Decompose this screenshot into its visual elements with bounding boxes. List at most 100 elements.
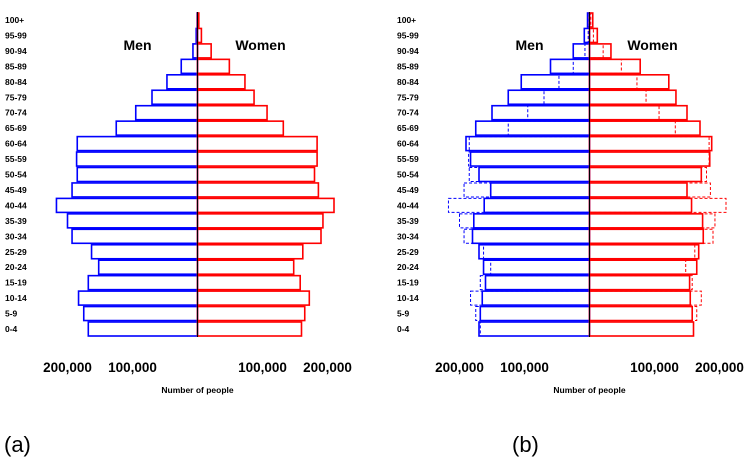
age-tick-label: 80-84 [5,77,27,87]
men-bar-75-79 [151,89,199,106]
x-axis-title: Number of people [553,385,626,395]
men-baseline-bar-15-19 [479,275,590,291]
age-tick-label: 5-9 [397,309,410,319]
men-bar-35-39 [66,213,199,229]
men-baseline-bar-55-59 [468,151,591,167]
women-bar-35-39 [196,213,324,229]
men-baseline-bar-60-64 [468,136,590,152]
women-bar-70-74 [196,104,268,121]
age-tick-label: 30-34 [5,231,27,241]
age-tick-label: 70-74 [5,108,27,118]
women-baseline-bar-60-64 [589,136,710,152]
men-baseline-bar-50-54 [468,167,590,182]
men-bar-55-59 [75,151,199,167]
men-label: Men [124,37,152,53]
men-baseline-bar-30-34 [463,228,590,244]
x-tick-label: 200,000 [695,360,744,375]
women-baseline-bar-80-84 [589,74,638,90]
men-bar-30-34 [471,228,591,245]
men-bar-65-69 [474,120,591,136]
age-tick-label: 10-14 [397,293,419,303]
age-tick-label: 100+ [397,15,416,25]
age-tick-label: 65-69 [397,123,419,133]
age-tick-label: 20-24 [397,262,419,272]
x-tick-label: 100,000 [238,360,287,375]
women-bar-45-49 [588,182,688,198]
age-tick-label: 45-49 [5,185,27,195]
men-bar-80-84 [166,74,199,90]
age-tick-label: 5-9 [5,309,18,319]
age-tick-label: 0-4 [397,324,410,334]
women-label: Women [235,37,285,53]
men-bar-10-14 [481,290,591,306]
women-bar-15-19 [588,274,691,291]
age-tick-label: 85-89 [5,61,27,71]
age-tick-label: 60-64 [5,139,27,149]
x-axis-title: Number of people [161,385,234,395]
age-tick-label: 15-19 [5,278,27,288]
women-baseline-bar-90-94 [589,43,604,59]
women-bar-5-9 [196,305,306,322]
men-bar-80-84 [520,74,591,90]
men-bar-5-9 [82,305,199,322]
women-bar-95-99 [196,27,203,44]
women-series [196,12,335,337]
age-tick-label: 90-94 [397,46,419,56]
age-tick-label: 40-44 [397,200,419,210]
men-bar-60-64 [465,135,591,152]
age-tick-label: 55-59 [397,154,419,164]
age-tick-label: 35-39 [5,216,27,226]
men-bar-85-89 [180,58,199,75]
men-bar-40-44 [55,197,199,214]
women-bar-0-4 [588,321,695,337]
men-baseline-bar-0-4 [479,321,590,337]
women-bar-80-84 [588,74,670,90]
women-baseline-bar-95-99 [589,27,594,43]
men-baseline-bar-25-29 [483,244,590,260]
men-baseline-bar-65-69 [507,120,590,136]
men-bar-30-34 [71,228,199,245]
x-tick-label: 200,000 [43,360,92,375]
men-bar-90-94 [572,43,591,59]
women-baseline-bar-45-49 [589,182,711,198]
women-bar-65-69 [196,120,285,136]
x-tick-label: 200,000 [303,360,352,375]
women-bar-60-64 [588,135,713,152]
women-label: Women [627,37,677,53]
age-tick-label: 40-44 [5,200,27,210]
population-pyramid-panel-1: 0-4 5-9 10-14 15-19 20-24 25-29 30-34 35-39 40-4… [4,12,352,457]
age-tick-label: 90-94 [5,46,27,56]
women-bar-85-89 [588,58,642,75]
women-baseline-bar-65-69 [589,120,676,136]
women-baseline-bar-20-24 [589,259,687,275]
age-tick-label: 25-29 [397,247,419,257]
age-tick-label: 50-54 [397,170,419,180]
men-baseline-bar-5-9 [475,306,590,322]
men-baseline-bar-95-99 [587,27,591,43]
women-baseline-bar-0-4 [589,321,694,337]
men-bar-20-24 [482,259,591,276]
women-bar-90-94 [196,43,212,59]
women-bar-55-59 [588,151,711,167]
women-baseline-bar-5-9 [589,306,698,322]
age-tick-label: 30-34 [397,231,419,241]
men-bar-15-19 [87,274,199,291]
women-bar-25-29 [196,243,304,260]
men-bar-50-54 [76,166,199,183]
women-bar-30-34 [196,228,322,245]
men-bar-55-59 [469,151,591,167]
age-tick-label: 60-64 [397,139,419,149]
women-baseline-bar-75-79 [589,89,647,105]
women-baseline-bar-10-14 [589,290,702,306]
population-pyramid-panel-2: 0-4 5-9 10-14 15-19 20-24 25-29 30-34 35-39 40-4… [397,12,744,457]
x-tick-label: 200,000 [435,360,484,375]
men-baseline-bar-70-74 [527,105,590,121]
age-tick-label: 100+ [5,15,24,25]
age-tick-label: 10-14 [5,293,27,303]
x-tick-label: 100,000 [630,360,679,375]
women-bar-60-64 [196,135,318,152]
age-tick-label: 75-79 [397,92,419,102]
women-bar-50-54 [588,166,703,183]
age-tick-label: 75-79 [5,92,27,102]
